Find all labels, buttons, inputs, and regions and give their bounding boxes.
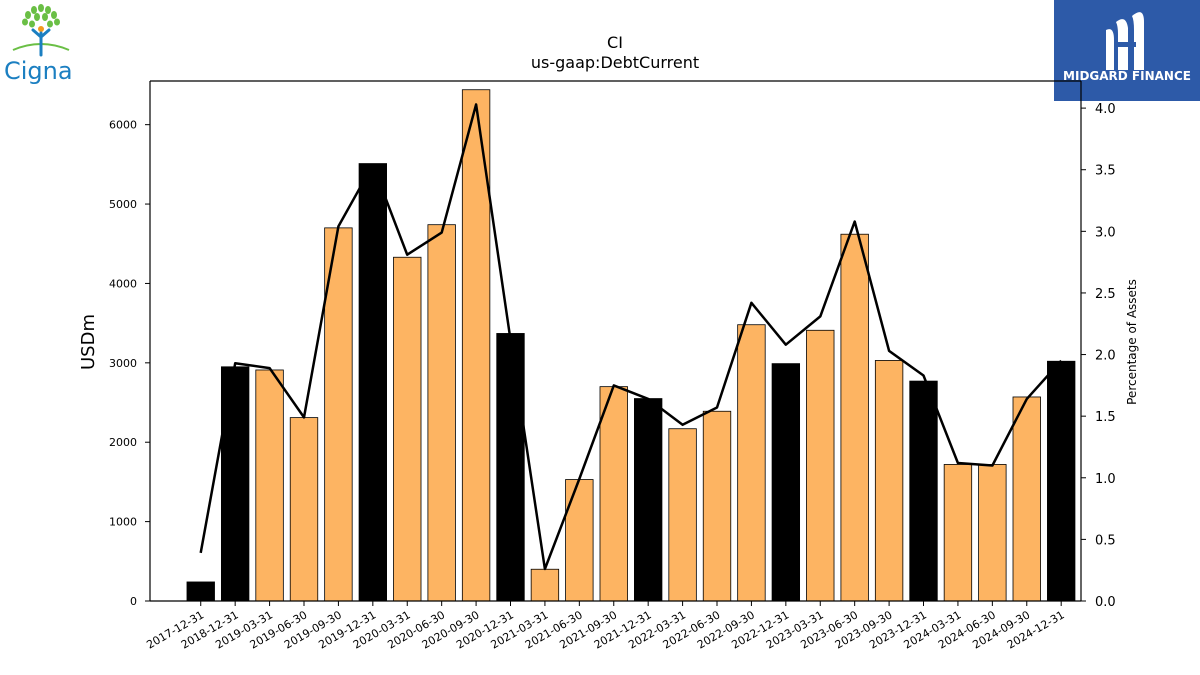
y2-tick-label: 1.5 (1095, 410, 1116, 425)
bar-2020-12-31 (496, 333, 525, 602)
bar-2021-03-31 (530, 568, 560, 602)
bar-2024-06-30 (978, 464, 1007, 602)
y2-tick-label: 2.0 (1095, 349, 1116, 364)
tree-person-icon (12, 4, 70, 57)
bar-2021-06-30 (565, 479, 594, 602)
bar-2024-12-31 (1047, 360, 1076, 602)
bar-2024-03-31 (943, 464, 973, 602)
cigna-logo: Cigna (0, 0, 90, 92)
cigna-wordmark: Cigna (4, 57, 73, 85)
y2-tick-label: 0.5 (1095, 533, 1116, 548)
percentage-of-assets-line (199, 103, 1063, 571)
y2-tick-label: 3.0 (1095, 225, 1116, 240)
y-tick-label: 5000 (109, 198, 137, 211)
y2-tick-label: 0.0 (1095, 595, 1116, 610)
chart-subtitle: us-gaap:DebtCurrent (531, 53, 699, 72)
bar-2019-03-31 (255, 369, 284, 602)
bar-2022-12-31 (771, 363, 801, 602)
bar-2022-06-30 (702, 410, 732, 602)
midgard-mark-icon (1106, 12, 1144, 72)
bar-2021-12-31 (634, 398, 663, 602)
y-tick-label: 1000 (109, 516, 137, 529)
bar-2023-06-30 (840, 233, 869, 602)
y-tick-label: 0 (130, 595, 137, 608)
bar-2021-09-30 (599, 386, 628, 602)
y2-axis-label: Percentage of Assets (1125, 279, 1139, 405)
bar-2022-09-30 (737, 324, 766, 602)
bar-2018-12-31 (220, 366, 250, 602)
bar-2020-06-30 (427, 224, 456, 602)
bar-2017-12-31 (186, 581, 215, 602)
y2-tick-label: 1.0 (1095, 472, 1116, 487)
y-axis-label: USDm (78, 314, 99, 370)
bar-2020-03-31 (393, 256, 422, 602)
y-tick-label: 2000 (109, 436, 137, 449)
bar-2023-09-30 (874, 360, 904, 602)
bar-2023-03-31 (806, 329, 835, 602)
y-tick-label: 3000 (109, 357, 137, 370)
y2-tick-label: 4.0 (1095, 102, 1116, 117)
bar-2023-12-31 (909, 380, 938, 602)
y-tick-label: 4000 (109, 277, 137, 290)
chart-title: CI (607, 33, 623, 52)
bar-2019-06-30 (289, 417, 319, 602)
y2-tick-label: 3.5 (1095, 164, 1116, 179)
bar-2019-12-31 (358, 163, 387, 602)
midgard-finance-logo: MIDGARD FINANCE (1054, 0, 1200, 101)
bar-2022-03-31 (668, 428, 697, 602)
y-tick-label: 6000 (109, 119, 137, 132)
y2-tick-label: 2.5 (1095, 287, 1116, 302)
midgard-wordmark: MIDGARD FINANCE (1063, 69, 1191, 83)
bar-2024-09-30 (1012, 396, 1041, 602)
